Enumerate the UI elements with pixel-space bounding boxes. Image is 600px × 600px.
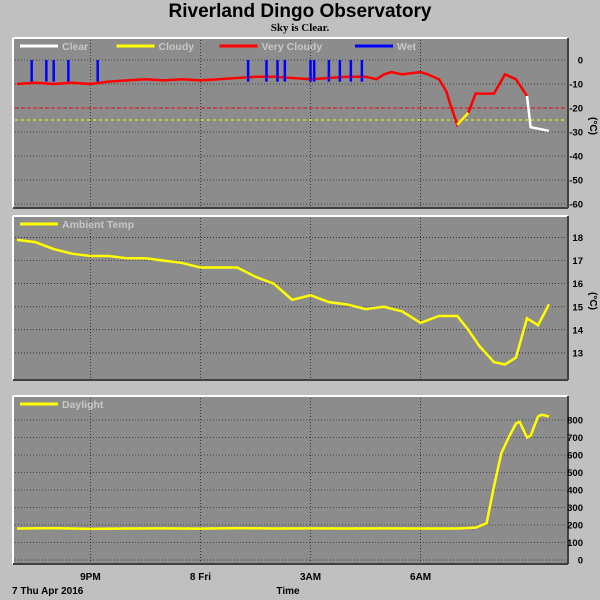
page-subtitle: Sky is Clear.: [270, 22, 330, 34]
y-tick-label: 200: [567, 521, 583, 532]
x-tick-label: 9PM: [80, 572, 101, 583]
y-tick-label: -50: [569, 176, 583, 187]
y-tick-label: 700: [567, 433, 583, 444]
y-tick-label: -30: [569, 128, 583, 139]
series-line-clear: [525, 95, 550, 133]
y-tick-label: 14: [572, 325, 583, 336]
y-tick-label: 16: [572, 279, 583, 290]
y-tick-label: 0: [578, 56, 583, 67]
x-tick-label: 3AM: [300, 572, 321, 583]
y-tick-label: 100: [567, 538, 583, 549]
y-tick-label: -60: [569, 200, 583, 211]
panel-background: [13, 38, 568, 208]
y-tick-label: -10: [569, 80, 583, 91]
y-tick-label: 0: [578, 556, 583, 567]
series-line: [16, 413, 550, 531]
series-line-cloudy: [456, 111, 470, 126]
y-tick-label: 400: [567, 486, 583, 497]
y-tick-label: 300: [567, 503, 583, 514]
ambient-temperature-panel: 13 14 15 16 17 18 (°C) Ambient Temp: [12, 215, 598, 381]
x-tick-label: 6AM: [410, 572, 431, 583]
y-tick-label: 800: [567, 416, 583, 427]
daylight-panel: 0 100 200 300 400 500 600 700 800 Daylight: [12, 395, 583, 567]
series-line: [16, 238, 551, 366]
x-date-label: 7 Thu Apr 2016: [12, 586, 84, 597]
y-axis-unit: (°C): [587, 117, 598, 135]
legend-label: Ambient Temp: [62, 219, 134, 231]
y-tick-label: -20: [569, 104, 583, 115]
y-tick-label: 15: [572, 302, 583, 313]
y-axis-unit: (°C): [587, 292, 598, 310]
y-tick-label: -40: [569, 152, 583, 163]
y-tick-label: 600: [567, 451, 583, 462]
panel-background: [13, 396, 568, 564]
legend-label: Wet: [397, 41, 417, 53]
y-tick-label: 17: [572, 256, 583, 267]
x-tick-label: 8 Fri: [190, 572, 211, 583]
legend-label: Very Cloudy: [262, 41, 323, 53]
legend-label: Cloudy: [159, 41, 195, 53]
page-title: Riverland Dingo Observatory: [168, 1, 432, 22]
y-tick-label: 18: [572, 233, 583, 244]
x-axis-label: Time: [276, 586, 300, 597]
y-tick-label: 13: [572, 348, 583, 359]
legend-label: Clear: [62, 41, 88, 53]
y-tick-label: 500: [567, 468, 583, 479]
sky-temperature-panel: 0 -10 -20 -30 -40 -50 -60 (°C) Clear Cloudy Very C…: [12, 37, 598, 211]
legend-label: Daylight: [62, 399, 104, 411]
